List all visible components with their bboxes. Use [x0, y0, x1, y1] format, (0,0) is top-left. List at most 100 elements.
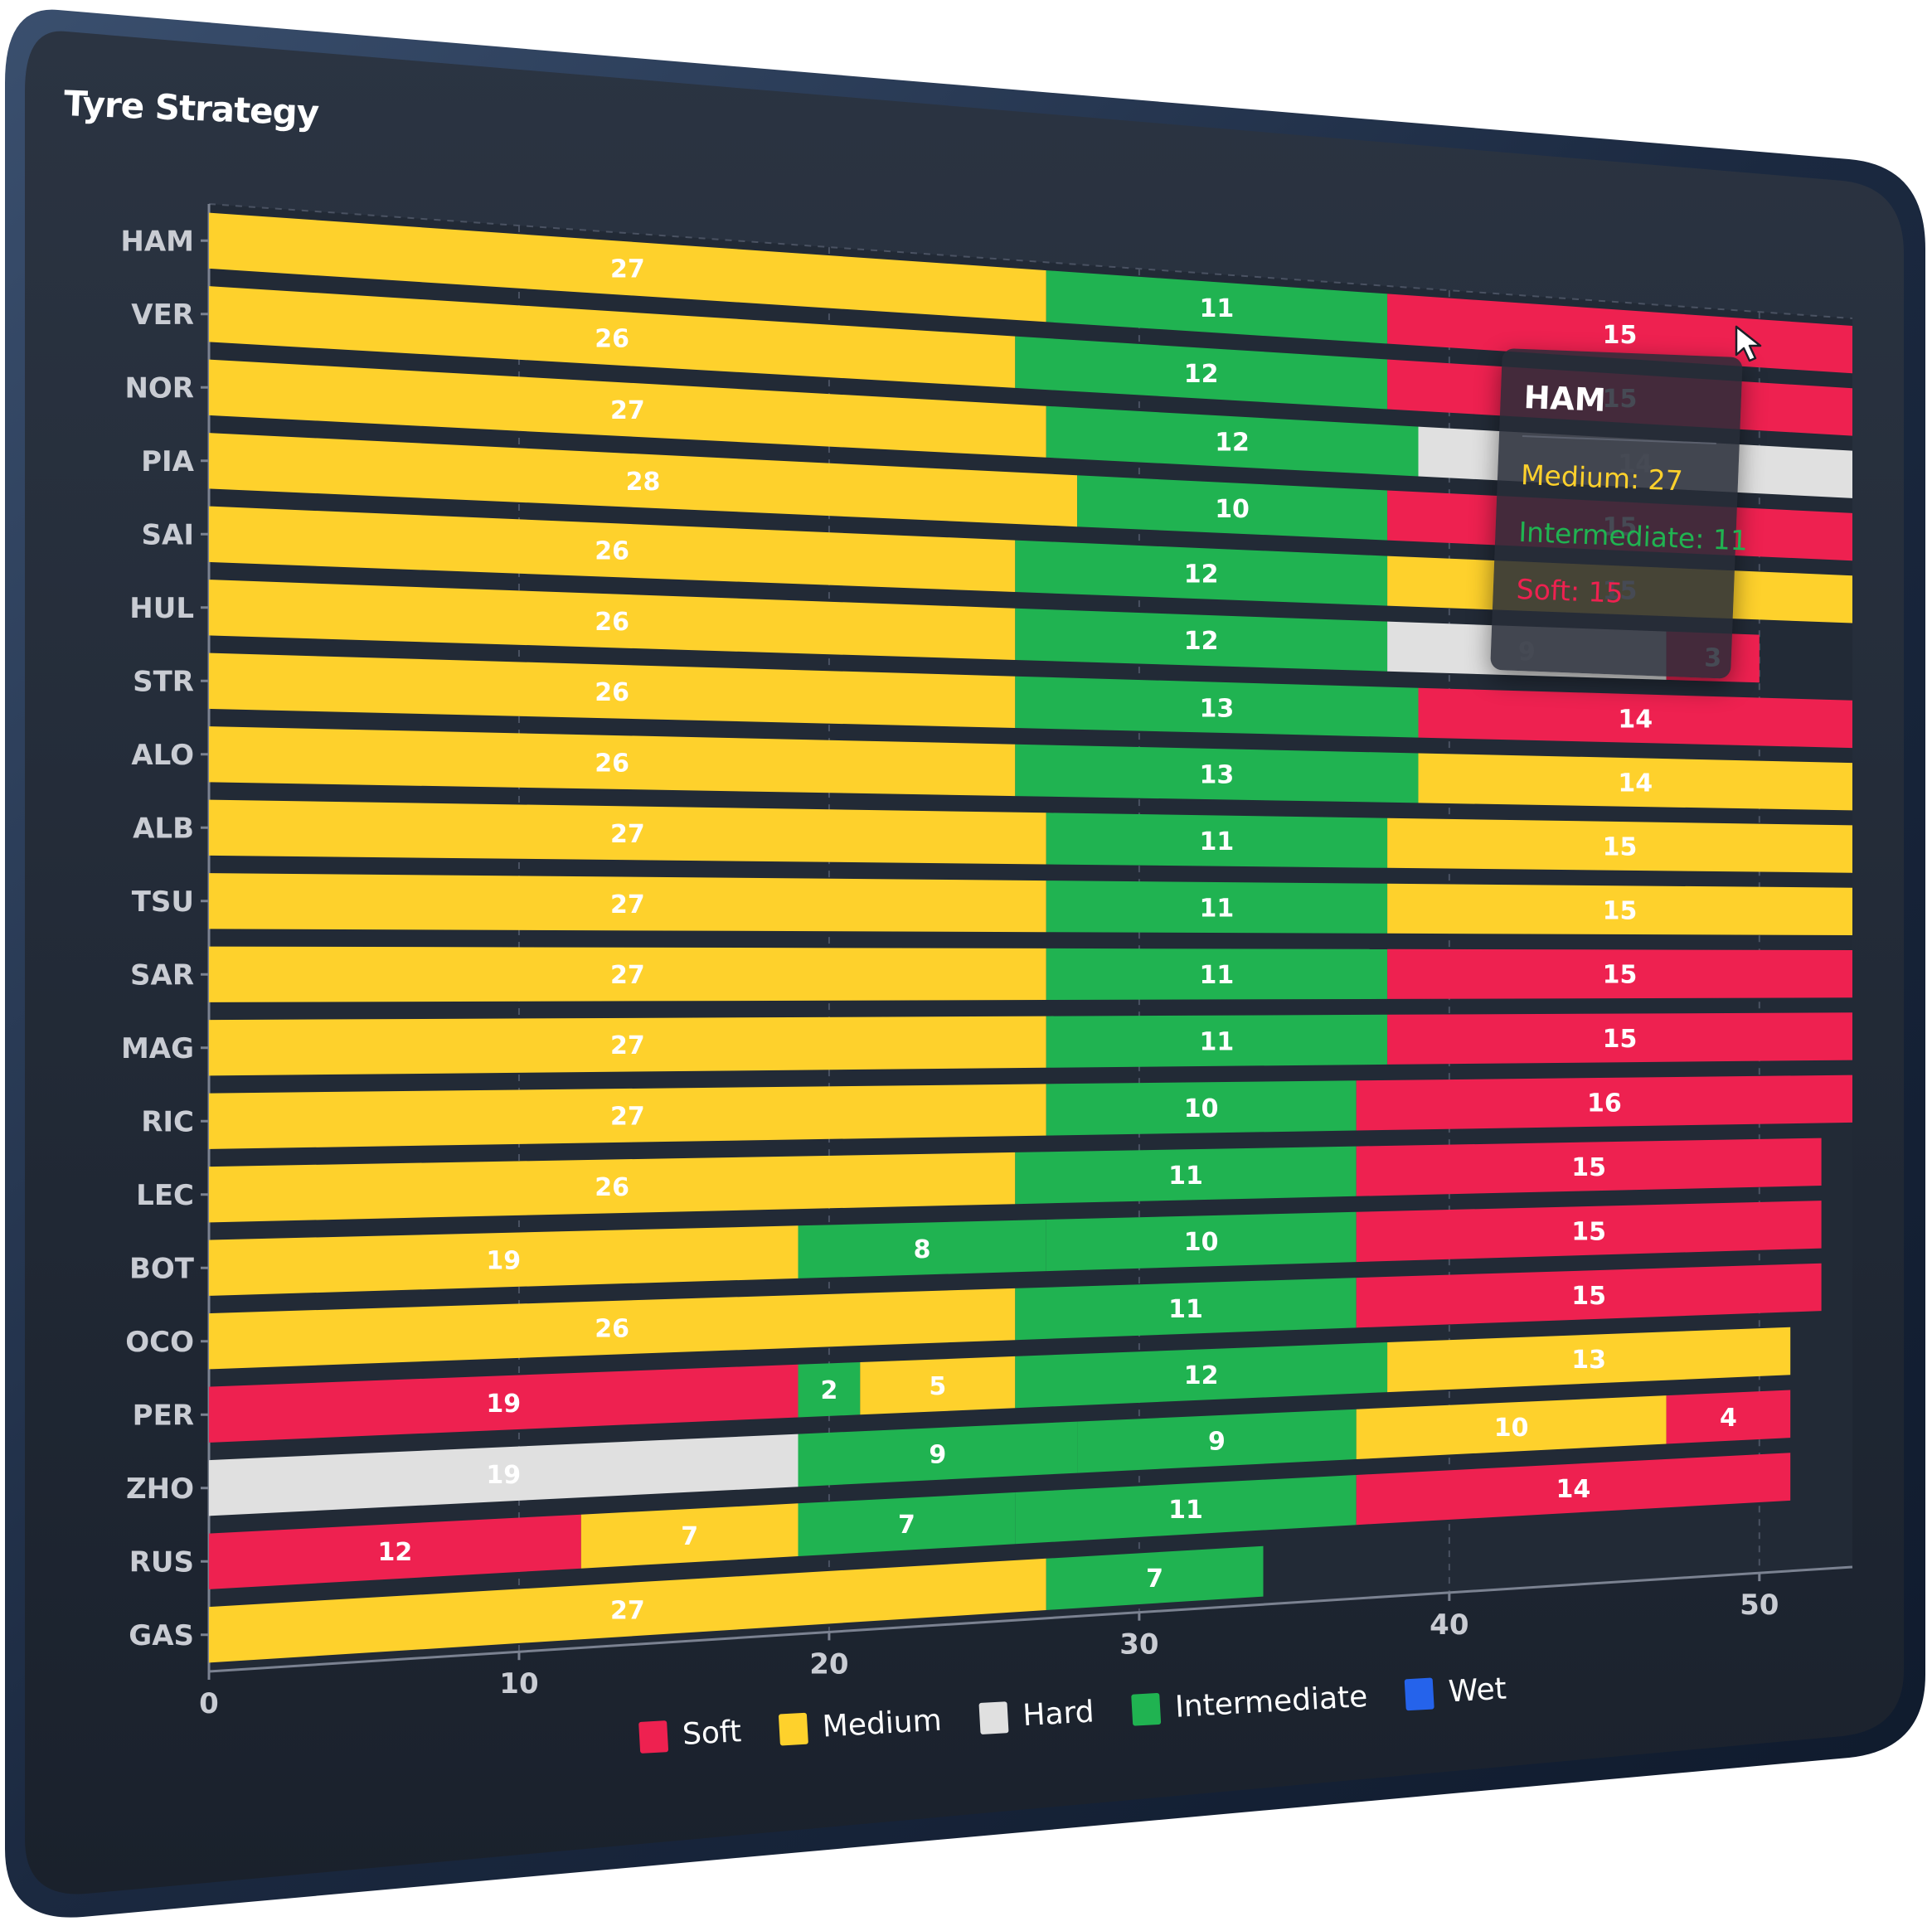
y-tick-label-tsu: TSU [132, 885, 194, 919]
bar-segment-rus-3 [1015, 1475, 1357, 1545]
bar-segment-mag-0 [209, 1016, 1046, 1076]
legend-item-soft[interactable]: Soft [638, 1715, 742, 1754]
bar-label-bot-3: 15 [1571, 1217, 1606, 1246]
bar-segment-tsu-1 [1046, 881, 1388, 934]
bar-label-per-3: 12 [1184, 1361, 1219, 1390]
legend-label-soft: Soft [681, 1715, 743, 1753]
bar-segment-zho-3 [1356, 1395, 1667, 1459]
x-tick-label-40: 40 [1430, 1608, 1468, 1642]
bar-label-zho-3: 10 [1494, 1414, 1529, 1443]
bar-label-pia-1: 10 [1215, 495, 1250, 524]
bar-label-rus-3: 11 [1168, 1496, 1203, 1525]
y-tick-label-alo: ALO [131, 739, 194, 772]
bar-label-alo-0: 26 [595, 749, 629, 778]
x-tick-label-50: 50 [1740, 1589, 1779, 1622]
bar-segment-bot-1 [798, 1220, 1046, 1278]
bar-label-oco-0: 26 [595, 1314, 629, 1343]
bar-label-ric-0: 27 [610, 1102, 645, 1131]
bar-label-per-0: 19 [486, 1390, 521, 1419]
bar-segment-gas-1 [1046, 1545, 1264, 1610]
y-tick-label-mag: MAG [121, 1032, 194, 1065]
bar-label-oco-1: 11 [1168, 1295, 1203, 1324]
bar-segment-hul-1 [1015, 608, 1388, 672]
bar-label-sar-0: 27 [610, 961, 645, 990]
bar-label-sar-1: 11 [1200, 961, 1235, 990]
legend-label-medium: Medium [821, 1703, 943, 1744]
bar-label-rus-4: 14 [1556, 1475, 1591, 1504]
bar-label-zho-2: 9 [1208, 1428, 1226, 1457]
bar-label-alo-2: 14 [1618, 769, 1653, 798]
legend-item-hard[interactable]: Hard [978, 1695, 1095, 1735]
chart: 271115HAM261215VER271214NOR281015PIA2612… [120, 203, 1853, 1720]
y-tick-label-alb: ALB [133, 812, 194, 845]
bar-segment-bot-0 [209, 1225, 799, 1296]
bar-label-tsu-0: 27 [610, 890, 645, 919]
bar-label-tsu-1: 11 [1200, 894, 1235, 923]
bar-segment-per-1 [798, 1362, 861, 1418]
bar-segment-mag-1 [1046, 1014, 1388, 1068]
tooltip-row-medium: Medium: 27 [1520, 458, 1684, 497]
tooltip-row-intermediate: Intermediate: 11 [1517, 515, 1749, 557]
bar-label-str-0: 26 [595, 678, 629, 707]
y-tick-label-pia: PIA [141, 445, 195, 478]
legend-swatch-wet [1405, 1676, 1435, 1710]
bar-segment-zho-0 [209, 1434, 799, 1516]
bar-label-mag-2: 15 [1603, 1025, 1638, 1054]
bar-segment-per-0 [209, 1364, 799, 1443]
bar-segment-oco-0 [209, 1288, 1016, 1370]
bar-label-ric-1: 10 [1184, 1094, 1219, 1123]
bar-segment-sar-1 [1046, 948, 1388, 1000]
bar-label-str-1: 13 [1200, 694, 1235, 723]
bar-label-per-2: 5 [929, 1372, 946, 1401]
bar-segment-rus-2 [798, 1492, 1016, 1556]
bar-segment-ric-1 [1046, 1080, 1357, 1136]
bar-segment-tsu-0 [209, 873, 1046, 933]
y-tick-label-ric: RIC [141, 1105, 194, 1138]
y-tick-label-ham: HAM [120, 225, 194, 258]
bar-label-bot-0: 19 [486, 1247, 521, 1276]
bar-segment-pia-0 [209, 433, 1078, 527]
bar-label-oco-2: 15 [1571, 1282, 1606, 1311]
bar-segment-alo-0 [209, 726, 1016, 797]
bar-segment-zho-1 [798, 1421, 1078, 1487]
bar-label-hul-0: 26 [595, 608, 629, 637]
bar-segment-lec-0 [209, 1152, 1016, 1223]
grid-line-top [208, 203, 1853, 319]
bar-segment-lec-2 [1356, 1138, 1822, 1196]
bar-label-alb-2: 15 [1603, 832, 1638, 861]
bar-label-zho-1: 9 [929, 1441, 946, 1470]
mouse-pointer-icon [1735, 325, 1762, 362]
tooltip-row-soft: Soft: 15 [1516, 572, 1624, 609]
bar-segment-ver-0 [209, 286, 1016, 388]
bar-label-ver-1: 12 [1184, 360, 1219, 389]
bar-label-bot-2: 10 [1184, 1228, 1219, 1257]
bar-label-per-4: 13 [1571, 1346, 1606, 1375]
bar-label-hul-1: 12 [1184, 627, 1219, 656]
bar-label-zho-0: 19 [486, 1461, 521, 1490]
legend-swatch-intermediate [1131, 1692, 1162, 1726]
bar-segment-bot-2 [1046, 1211, 1357, 1272]
legend-item-wet[interactable]: Wet [1405, 1672, 1507, 1712]
bar-label-str-2: 14 [1618, 706, 1653, 735]
bar-segment-str-0 [209, 653, 1016, 728]
bar-segment-sai-1 [1015, 540, 1388, 606]
bar-label-ham-2: 15 [1603, 321, 1638, 350]
bar-label-per-1: 2 [820, 1376, 837, 1405]
bar-label-zho-4: 4 [1720, 1404, 1737, 1433]
bar-segment-sar-0 [209, 946, 1046, 1002]
y-tick-label-lec: LEC [136, 1179, 194, 1212]
bar-label-tsu-2: 15 [1603, 897, 1638, 926]
bar-segment-per-2 [860, 1356, 1016, 1415]
x-tick-label-20: 20 [809, 1647, 848, 1681]
bar-segment-sar-2 [1387, 948, 1852, 999]
bar-label-sar-2: 15 [1603, 961, 1638, 990]
chart-tooltip: HAM Medium: 27 Intermediate: 11 Soft: 15 [1490, 348, 1749, 679]
legend-label-wet: Wet [1447, 1671, 1507, 1710]
bar-label-lec-2: 15 [1571, 1153, 1606, 1182]
bar-label-rus-2: 7 [898, 1511, 915, 1540]
bar-segment-rus-0 [209, 1514, 581, 1589]
bar-segment-rus-4 [1356, 1453, 1791, 1526]
x-tick-label-30: 30 [1119, 1628, 1158, 1662]
bar-label-gas-1: 7 [1146, 1565, 1163, 1594]
bar-label-alb-0: 27 [610, 820, 645, 849]
